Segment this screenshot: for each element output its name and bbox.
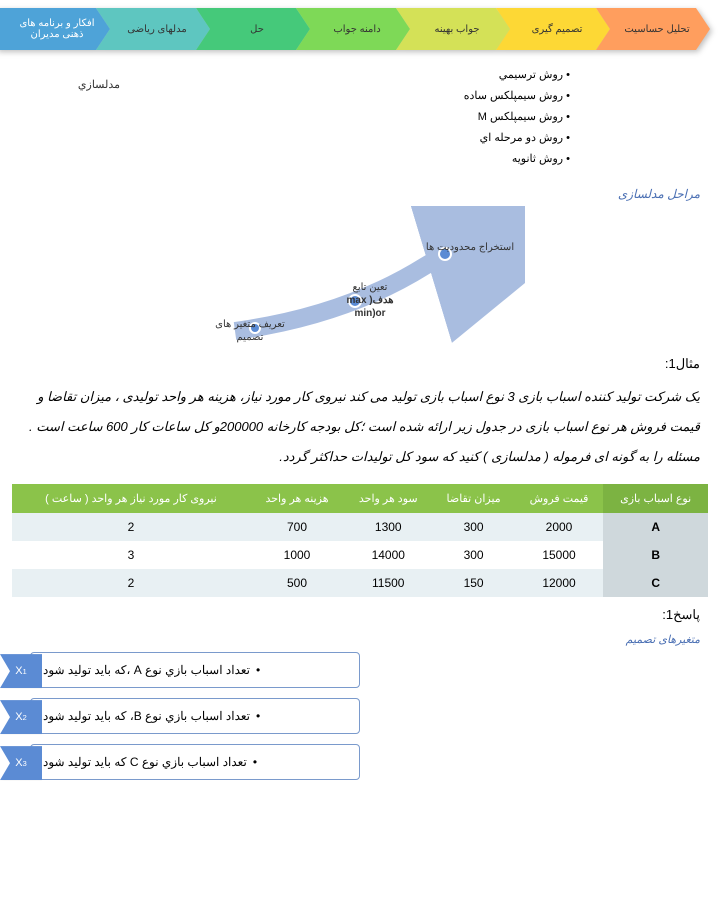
- td: 1000: [250, 541, 344, 569]
- chevron-step: افکار و برنامه های ذهنی مدیران: [0, 8, 110, 50]
- td: 1300: [344, 513, 432, 541]
- var-tag: X2: [0, 700, 42, 734]
- td: 2: [12, 513, 250, 541]
- var-box: تعداد اسباب بازي نوع C که باید تولید شود: [30, 744, 360, 780]
- th: سود هر واحد: [344, 484, 432, 513]
- method-item: روش ثانويه: [430, 149, 570, 170]
- td: 300: [432, 513, 514, 541]
- table-row: A 2000 300 1300 700 2: [12, 513, 708, 541]
- table-row: B 15000 300 14000 1000 3: [12, 541, 708, 569]
- answer-heading: پاسخ1:: [0, 607, 700, 623]
- td: 11500: [344, 569, 432, 597]
- method-item: روش ترسيمي: [430, 65, 570, 86]
- th: هزینه هر واحد: [250, 484, 344, 513]
- problem-text: یک شرکت تولید کننده اسباب بازی 3 نوع اسب…: [20, 382, 700, 472]
- chevron-step: تحلیل حساسیت: [596, 8, 710, 50]
- td: 500: [250, 569, 344, 597]
- method-item: روش سيمپلكس ساده: [430, 86, 570, 107]
- process-chevrons: افکار و برنامه های ذهنی مدیران مدلهای ری…: [10, 8, 710, 53]
- chevron-step: جواب بهینه: [396, 8, 510, 50]
- data-table: نوع اسباب بازی قیمت فروش میزان تقاضا سود…: [12, 484, 708, 597]
- section-title-modeling: مراحل مدلسازی: [0, 187, 700, 201]
- var-tag: X1: [0, 654, 42, 688]
- td: 12000: [515, 569, 604, 597]
- method-item: روش سيمپلكس M: [430, 107, 570, 128]
- td: B: [603, 541, 708, 569]
- td: 14000: [344, 541, 432, 569]
- curve-label-1: استخراج محدودیت ها: [425, 241, 515, 254]
- decision-vars-title: متغیرهای تصمیم: [0, 633, 700, 646]
- method-item: روش دو مرحله اي: [430, 128, 570, 149]
- var-box: تعداد اسباب بازي نوع A ،که باید تولید شو…: [30, 652, 360, 688]
- td: 15000: [515, 541, 604, 569]
- curve-label-3: تعریف متغیر های تصمیم: [205, 318, 295, 344]
- var-box: تعداد اسباب بازي نوع B، که باید تولید شو…: [30, 698, 360, 734]
- td: A: [603, 513, 708, 541]
- curve-label-2: تعین تابع هدف( max min)or: [325, 281, 415, 320]
- decision-vars: X1 تعداد اسباب بازي نوع A ،که باید تولید…: [0, 652, 700, 780]
- td: 3: [12, 541, 250, 569]
- modeling-curve-diagram: استخراج محدودیت ها تعین تابع هدف( max mi…: [195, 206, 525, 346]
- th: نیروی کار مورد نیاز هر واحد ( ساعت ): [12, 484, 250, 513]
- td: 150: [432, 569, 514, 597]
- chevron-step: مدلهای ریاضی: [96, 8, 210, 50]
- td: C: [603, 569, 708, 597]
- var-row: X2 تعداد اسباب بازي نوع B، که باید تولید…: [0, 698, 360, 734]
- chevron-step: حل: [196, 8, 310, 50]
- methods-list: روش ترسيمي روش سيمپلكس ساده روش سيمپلكس …: [430, 65, 570, 169]
- var-row: X1 تعداد اسباب بازي نوع A ،که باید تولید…: [0, 652, 360, 688]
- td: 300: [432, 541, 514, 569]
- th: قیمت فروش: [515, 484, 604, 513]
- table-header-row: نوع اسباب بازی قیمت فروش میزان تقاضا سود…: [12, 484, 708, 513]
- td: 700: [250, 513, 344, 541]
- side-label-modeling: مدلسازي: [78, 78, 120, 91]
- th: نوع اسباب بازی: [603, 484, 708, 513]
- chevron-step: دامنه جواب: [296, 8, 410, 50]
- td: 2: [12, 569, 250, 597]
- var-row: X3 تعداد اسباب بازي نوع C که باید تولید …: [0, 744, 360, 780]
- example-heading: مثال1:: [0, 356, 700, 372]
- table-row: C 12000 150 11500 500 2: [12, 569, 708, 597]
- var-tag: X3: [0, 746, 42, 780]
- td: 2000: [515, 513, 604, 541]
- th: میزان تقاضا: [432, 484, 514, 513]
- chevron-step: تصمیم گیری: [496, 8, 610, 50]
